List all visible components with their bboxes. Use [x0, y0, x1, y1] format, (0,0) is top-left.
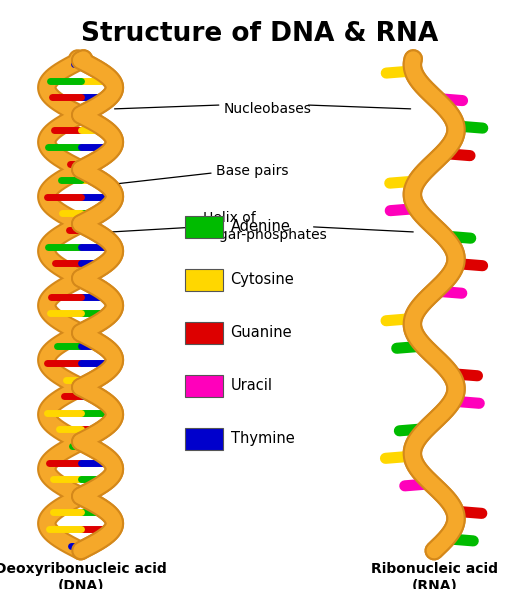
Text: Base pairs: Base pairs — [216, 164, 288, 178]
Text: Cytosine: Cytosine — [230, 272, 294, 287]
Bar — [185, 269, 223, 291]
Text: Guanine: Guanine — [230, 325, 292, 340]
Text: Uracil: Uracil — [230, 378, 272, 393]
Bar — [185, 216, 223, 238]
Text: Ribonucleic acid
(RNA): Ribonucleic acid (RNA) — [371, 562, 498, 589]
Text: Structure of DNA & RNA: Structure of DNA & RNA — [81, 21, 439, 47]
Text: Adenine: Adenine — [230, 219, 291, 234]
Bar — [185, 322, 223, 344]
Text: Nucleobases: Nucleobases — [224, 102, 311, 116]
Text: Thymine: Thymine — [230, 431, 294, 446]
Text: Helix of
sugar-phosphates: Helix of sugar-phosphates — [203, 211, 327, 243]
Bar — [185, 375, 223, 397]
Bar — [185, 428, 223, 450]
Text: Deoxyribonucleic acid
(DNA): Deoxyribonucleic acid (DNA) — [0, 562, 166, 589]
